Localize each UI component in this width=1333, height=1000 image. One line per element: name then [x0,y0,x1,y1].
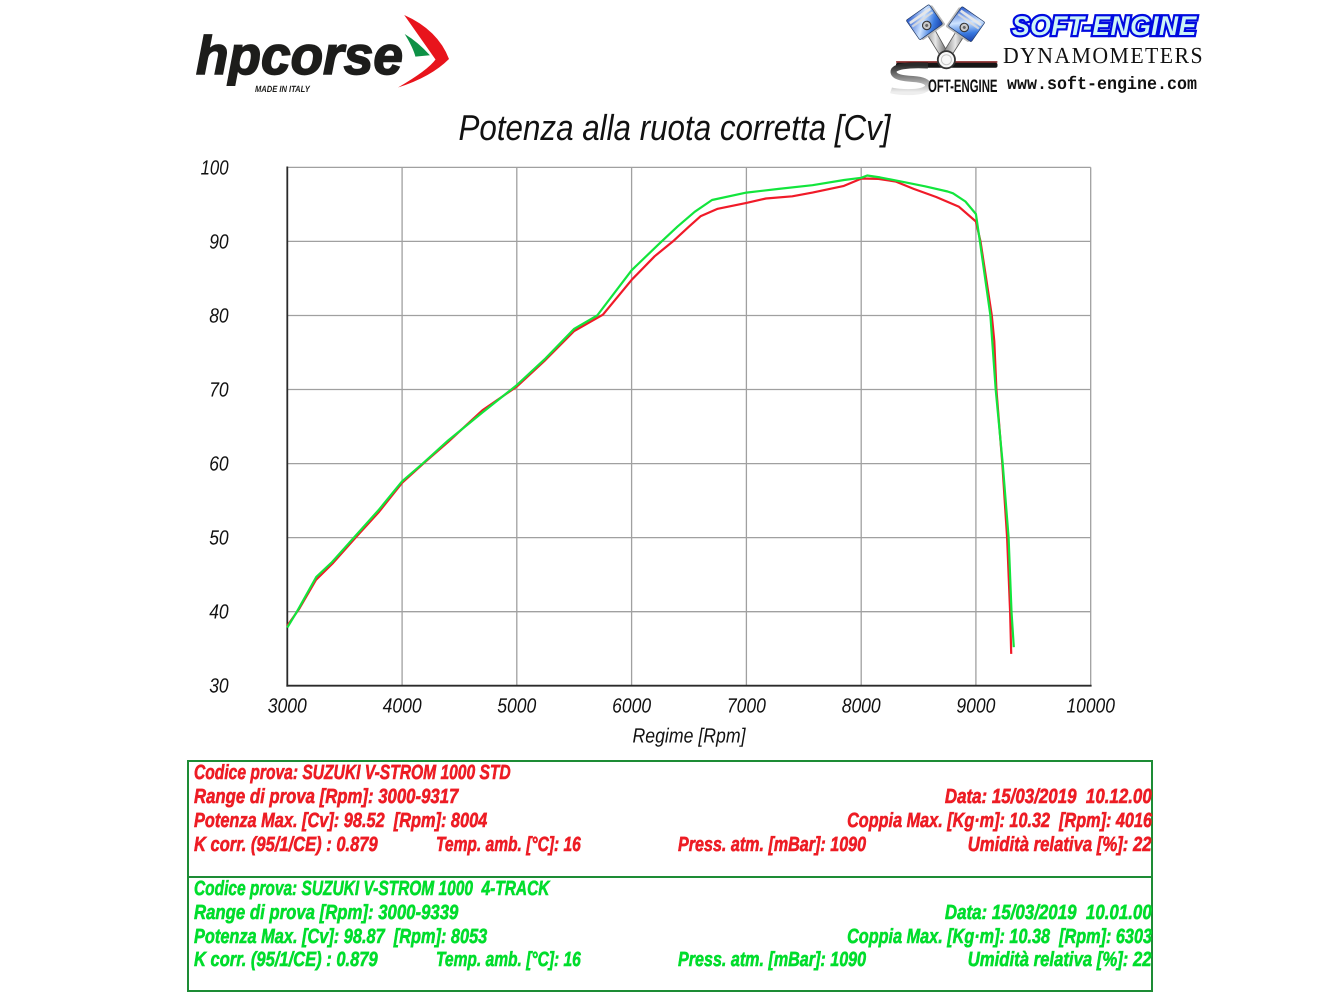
svg-text:60: 60 [209,453,229,476]
svg-text:Potenza alla ruota corretta [C: Potenza alla ruota corretta [Cv] [459,107,892,148]
svg-text:100: 100 [201,156,229,179]
svg-text:8000: 8000 [842,695,882,718]
svg-text:Regime [Rpm]: Regime [Rpm] [633,725,747,748]
svg-text:4000: 4000 [383,695,423,718]
svg-text:5000: 5000 [497,695,537,718]
svg-text:50: 50 [209,527,229,550]
svg-text:70: 70 [209,379,229,402]
svg-text:80: 80 [209,305,229,328]
svg-text:90: 90 [209,230,229,253]
svg-text:7000: 7000 [727,695,767,718]
svg-text:9000: 9000 [956,695,996,718]
svg-text:6000: 6000 [612,695,652,718]
svg-text:40: 40 [209,601,229,624]
svg-text:3000: 3000 [268,695,308,718]
svg-text:10000: 10000 [1066,695,1115,718]
svg-text:30: 30 [209,675,229,698]
